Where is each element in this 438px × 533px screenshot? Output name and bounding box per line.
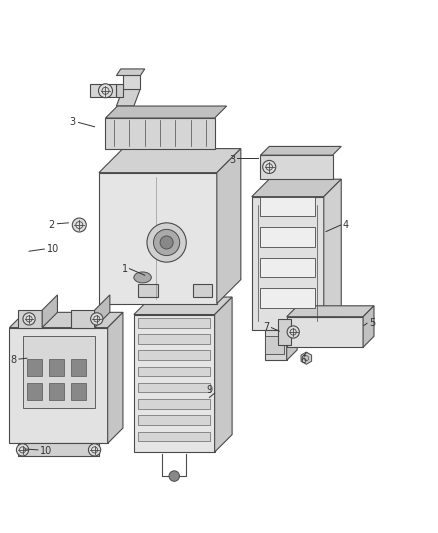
Circle shape xyxy=(72,218,86,232)
Polygon shape xyxy=(27,359,42,376)
Text: 1: 1 xyxy=(122,264,128,273)
Text: 10: 10 xyxy=(47,244,59,254)
Polygon shape xyxy=(18,443,99,456)
Polygon shape xyxy=(138,351,210,360)
Polygon shape xyxy=(123,76,141,88)
Polygon shape xyxy=(71,383,86,400)
Polygon shape xyxy=(18,310,42,328)
Polygon shape xyxy=(71,359,86,376)
Polygon shape xyxy=(261,288,315,308)
Circle shape xyxy=(287,326,299,338)
Polygon shape xyxy=(106,118,215,149)
Circle shape xyxy=(16,444,28,456)
Polygon shape xyxy=(261,258,315,277)
Polygon shape xyxy=(95,295,110,328)
Circle shape xyxy=(169,471,180,481)
Polygon shape xyxy=(90,84,117,98)
Polygon shape xyxy=(117,69,145,76)
Polygon shape xyxy=(138,399,210,409)
Polygon shape xyxy=(261,227,315,247)
Polygon shape xyxy=(134,297,232,314)
Polygon shape xyxy=(117,84,123,98)
Text: 2: 2 xyxy=(48,220,54,230)
Circle shape xyxy=(23,313,35,325)
Polygon shape xyxy=(215,297,232,452)
Polygon shape xyxy=(138,415,210,425)
Polygon shape xyxy=(363,306,374,348)
Circle shape xyxy=(160,236,173,249)
Polygon shape xyxy=(193,284,212,297)
Polygon shape xyxy=(217,149,241,304)
Polygon shape xyxy=(71,310,95,328)
Circle shape xyxy=(147,223,186,262)
Polygon shape xyxy=(117,88,141,106)
Polygon shape xyxy=(265,336,285,354)
Polygon shape xyxy=(261,155,332,179)
Text: 6: 6 xyxy=(300,356,307,365)
Polygon shape xyxy=(42,295,57,328)
Polygon shape xyxy=(287,306,374,317)
Text: 9: 9 xyxy=(206,385,212,394)
Text: 4: 4 xyxy=(343,220,349,230)
Polygon shape xyxy=(49,359,64,376)
Circle shape xyxy=(99,84,113,98)
Polygon shape xyxy=(108,312,123,443)
Polygon shape xyxy=(138,284,158,297)
Polygon shape xyxy=(138,432,210,441)
Circle shape xyxy=(91,313,103,325)
Polygon shape xyxy=(261,147,341,155)
Polygon shape xyxy=(138,367,210,376)
Polygon shape xyxy=(138,318,210,328)
Text: 7: 7 xyxy=(263,322,269,332)
Polygon shape xyxy=(261,197,315,216)
Polygon shape xyxy=(324,179,341,330)
Circle shape xyxy=(263,160,276,174)
Polygon shape xyxy=(10,328,108,443)
Text: 10: 10 xyxy=(40,446,53,456)
Polygon shape xyxy=(49,383,64,400)
Polygon shape xyxy=(106,106,226,118)
Polygon shape xyxy=(287,317,363,348)
Polygon shape xyxy=(99,173,217,304)
Polygon shape xyxy=(252,197,324,330)
Polygon shape xyxy=(22,336,95,408)
Polygon shape xyxy=(265,330,287,360)
Polygon shape xyxy=(138,334,210,344)
Polygon shape xyxy=(10,312,123,328)
Text: 3: 3 xyxy=(70,117,76,127)
Polygon shape xyxy=(287,319,297,360)
Text: 3: 3 xyxy=(229,155,235,165)
Polygon shape xyxy=(134,314,215,452)
Ellipse shape xyxy=(134,272,151,283)
Circle shape xyxy=(153,229,180,256)
Polygon shape xyxy=(99,149,241,173)
Polygon shape xyxy=(27,383,42,400)
Polygon shape xyxy=(138,383,210,392)
Polygon shape xyxy=(252,179,341,197)
Text: 8: 8 xyxy=(11,356,17,365)
Circle shape xyxy=(88,444,101,456)
Polygon shape xyxy=(301,352,311,364)
Polygon shape xyxy=(278,319,291,345)
Text: 5: 5 xyxy=(370,318,376,328)
